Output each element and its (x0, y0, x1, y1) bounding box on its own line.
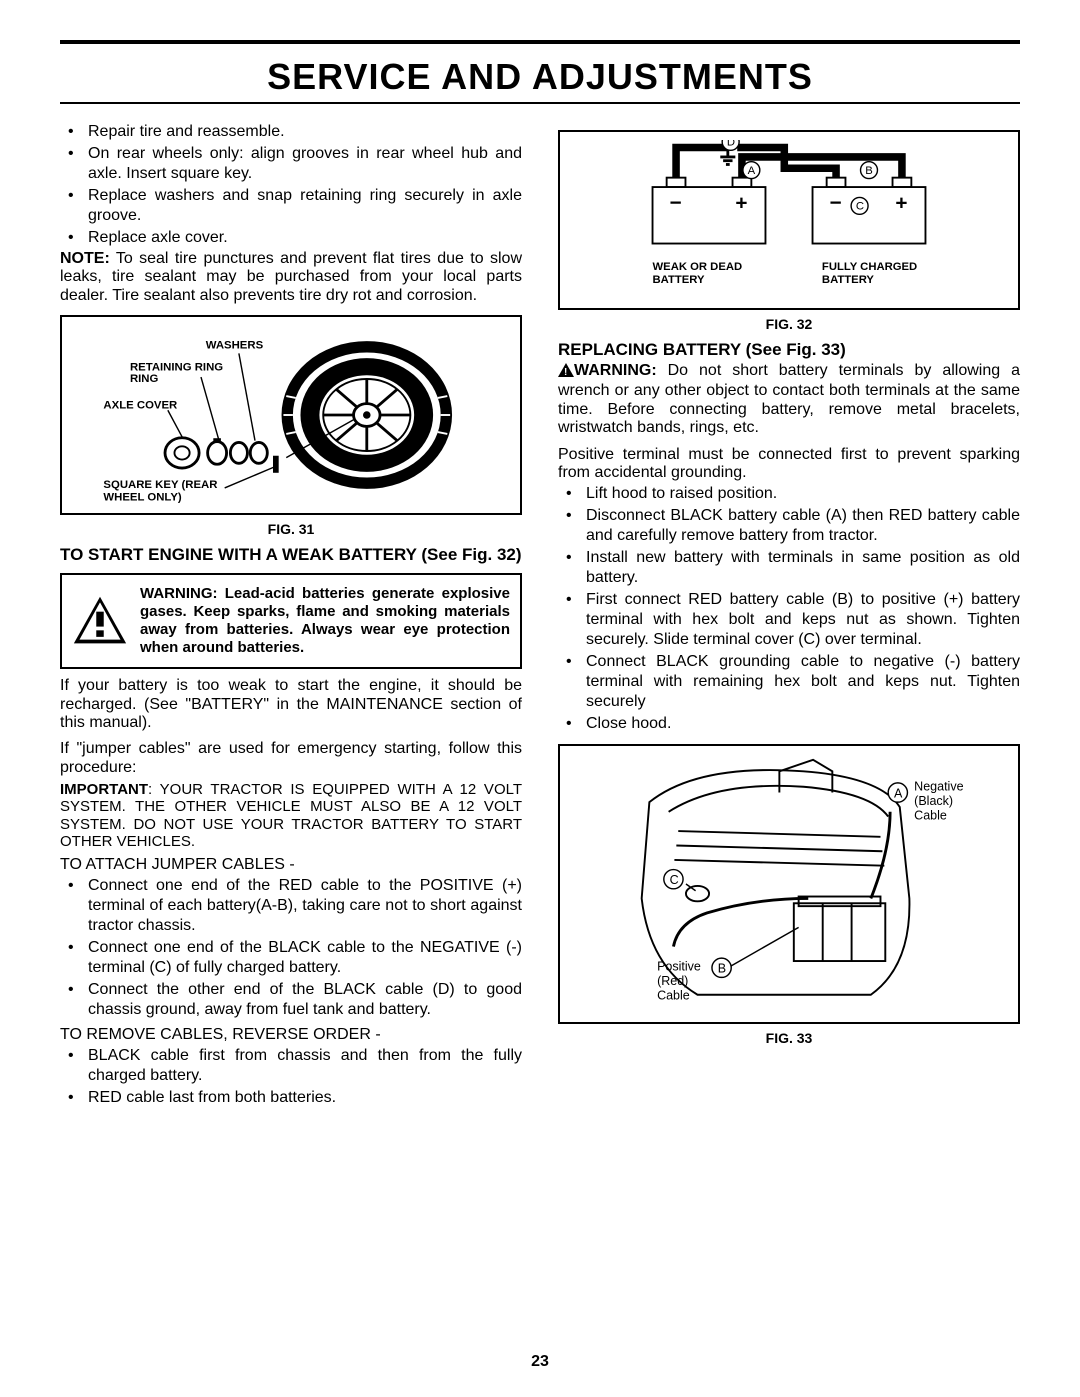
recharge-paragraph: If your battery is too weak to start the… (60, 677, 522, 732)
svg-text:AXLE COVER: AXLE COVER (103, 400, 177, 412)
figure-31-caption: FIG. 31 (60, 521, 522, 537)
svg-text:(Black): (Black) (914, 794, 953, 808)
svg-text:C: C (670, 873, 679, 887)
list-item: Replace washers and snap retaining ring … (88, 186, 522, 226)
svg-text:RING: RING (130, 373, 159, 385)
figure-32-caption: FIG. 32 (558, 316, 1020, 332)
figure-31-box: WASHERS RETAINING RING RING AXLE COVER S… (60, 315, 522, 515)
list-item: First connect RED battery cable (B) to p… (586, 590, 1020, 650)
svg-text:Negative: Negative (914, 780, 963, 794)
attach-heading: TO ATTACH JUMPER CABLES - (60, 856, 522, 874)
note-text: To seal tire punctures and prevent flat … (60, 250, 522, 304)
svg-text:B: B (865, 165, 873, 177)
list-item: On rear wheels only: align grooves in re… (88, 144, 522, 184)
warning-icon-inline: ! (558, 363, 574, 382)
important-paragraph: IMPORTANT: YOUR TRACTOR IS EQUIPPED WITH… (60, 781, 522, 850)
list-item: Repair tire and reassemble. (88, 122, 522, 142)
svg-text:Positive: Positive (657, 960, 701, 974)
list-item: Lift hood to raised position. (586, 484, 1020, 504)
list-item: Connect one end of the BLACK cable to th… (88, 938, 522, 978)
figure-32-box: − + − + (558, 130, 1020, 310)
svg-text:−: − (829, 192, 841, 215)
list-item: Connect BLACK grounding cable to negativ… (586, 652, 1020, 712)
attach-list: Connect one end of the RED cable to the … (60, 876, 522, 1020)
page-number: 23 (0, 1353, 1080, 1371)
warning-icon (72, 593, 128, 649)
svg-text:BATTERY: BATTERY (653, 274, 705, 286)
svg-text:FULLY CHARGED: FULLY CHARGED (822, 261, 917, 273)
svg-text:−: − (669, 192, 681, 215)
tire-repair-list: Repair tire and reassemble. On rear whee… (60, 122, 522, 248)
page-title: SERVICE AND ADJUSTMENTS (60, 56, 1020, 98)
svg-text:RETAINING RING: RETAINING RING (130, 362, 223, 374)
list-item: Close hood. (586, 714, 1020, 734)
note-paragraph: NOTE: To seal tire punctures and prevent… (60, 250, 522, 305)
figure-33-box: A B C Negative (Black) Cable Positive (R… (558, 744, 1020, 1024)
svg-text:D: D (727, 140, 735, 149)
remove-list: BLACK cable first from chassis and then … (60, 1046, 522, 1108)
svg-text:WASHERS: WASHERS (206, 340, 264, 352)
list-item: Disconnect BLACK battery cable (A) then … (586, 506, 1020, 546)
right-column: − + − + (558, 120, 1020, 1110)
svg-text:Cable: Cable (657, 989, 690, 1003)
svg-text:WEAK OR DEAD: WEAK OR DEAD (653, 261, 743, 273)
svg-text:B: B (718, 962, 726, 976)
svg-text:A: A (894, 787, 903, 801)
svg-text:+: + (895, 192, 907, 215)
svg-text:!: ! (564, 367, 567, 377)
svg-text:+: + (735, 192, 747, 215)
jumper-paragraph: If "jumper cables" are used for emergenc… (60, 740, 522, 777)
weak-battery-heading: TO START ENGINE WITH A WEAK BATTERY (See… (60, 545, 522, 565)
remove-heading: TO REMOVE CABLES, REVERSE ORDER - (60, 1026, 522, 1044)
list-item: BLACK cable first from chassis and then … (88, 1046, 522, 1086)
figure-31-svg: WASHERS RETAINING RING RING AXLE COVER S… (70, 325, 512, 505)
list-item: Install new battery with terminals in sa… (586, 548, 1020, 588)
replace-warning: ! WARNING: Do not short battery terminal… (558, 362, 1020, 438)
content-columns: Repair tire and reassemble. On rear whee… (60, 120, 1020, 1110)
svg-text:C: C (856, 201, 864, 213)
figure-33-caption: FIG. 33 (558, 1030, 1020, 1046)
svg-text:BATTERY: BATTERY (822, 274, 874, 286)
warning-text: WARNING: Lead-acid batteries generate ex… (140, 585, 510, 657)
replacing-battery-heading: REPLACING BATTERY (See Fig. 33) (558, 340, 1020, 360)
note-lead: NOTE: (60, 250, 110, 267)
list-item: Connect one end of the RED cable to the … (88, 876, 522, 936)
svg-text:(Red): (Red) (657, 974, 688, 988)
warning-lead: WARNING: (574, 362, 657, 379)
replace-battery-list: Lift hood to raised position. Disconnect… (558, 484, 1020, 734)
list-item: RED cable last from both batteries. (88, 1088, 522, 1108)
positive-terminal-paragraph: Positive terminal must be connected firs… (558, 446, 1020, 483)
svg-text:WHEEL ONLY): WHEEL ONLY) (103, 491, 181, 503)
svg-text:SQUARE KEY (REAR: SQUARE KEY (REAR (103, 479, 217, 491)
left-column: Repair tire and reassemble. On rear whee… (60, 120, 522, 1110)
warning-box: WARNING: Lead-acid batteries generate ex… (60, 573, 522, 669)
figure-33-svg: A B C Negative (Black) Cable Positive (R… (568, 754, 1010, 1014)
list-item: Replace axle cover. (88, 228, 522, 248)
svg-text:Cable: Cable (914, 809, 947, 823)
figure-32-svg: − + − + (568, 140, 1010, 300)
list-item: Connect the other end of the BLACK cable… (88, 980, 522, 1020)
svg-text:A: A (748, 165, 756, 177)
important-lead: IMPORTANT (60, 781, 148, 798)
